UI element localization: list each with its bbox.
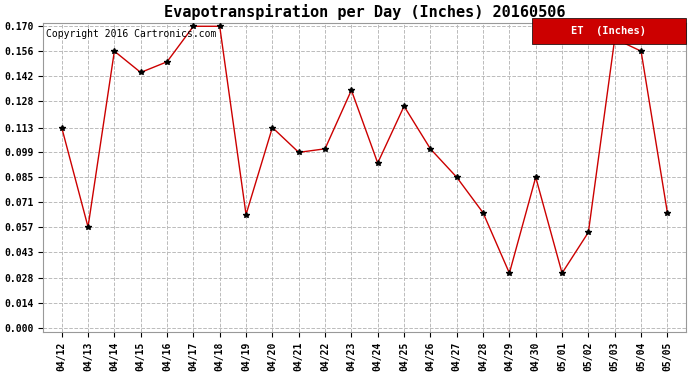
Title: Evapotranspiration per Day (Inches) 20160506: Evapotranspiration per Day (Inches) 2016…	[164, 4, 565, 20]
Text: ET  (Inches): ET (Inches)	[571, 26, 647, 36]
Text: Copyright 2016 Cartronics.com: Copyright 2016 Cartronics.com	[46, 29, 217, 39]
FancyBboxPatch shape	[531, 18, 686, 44]
